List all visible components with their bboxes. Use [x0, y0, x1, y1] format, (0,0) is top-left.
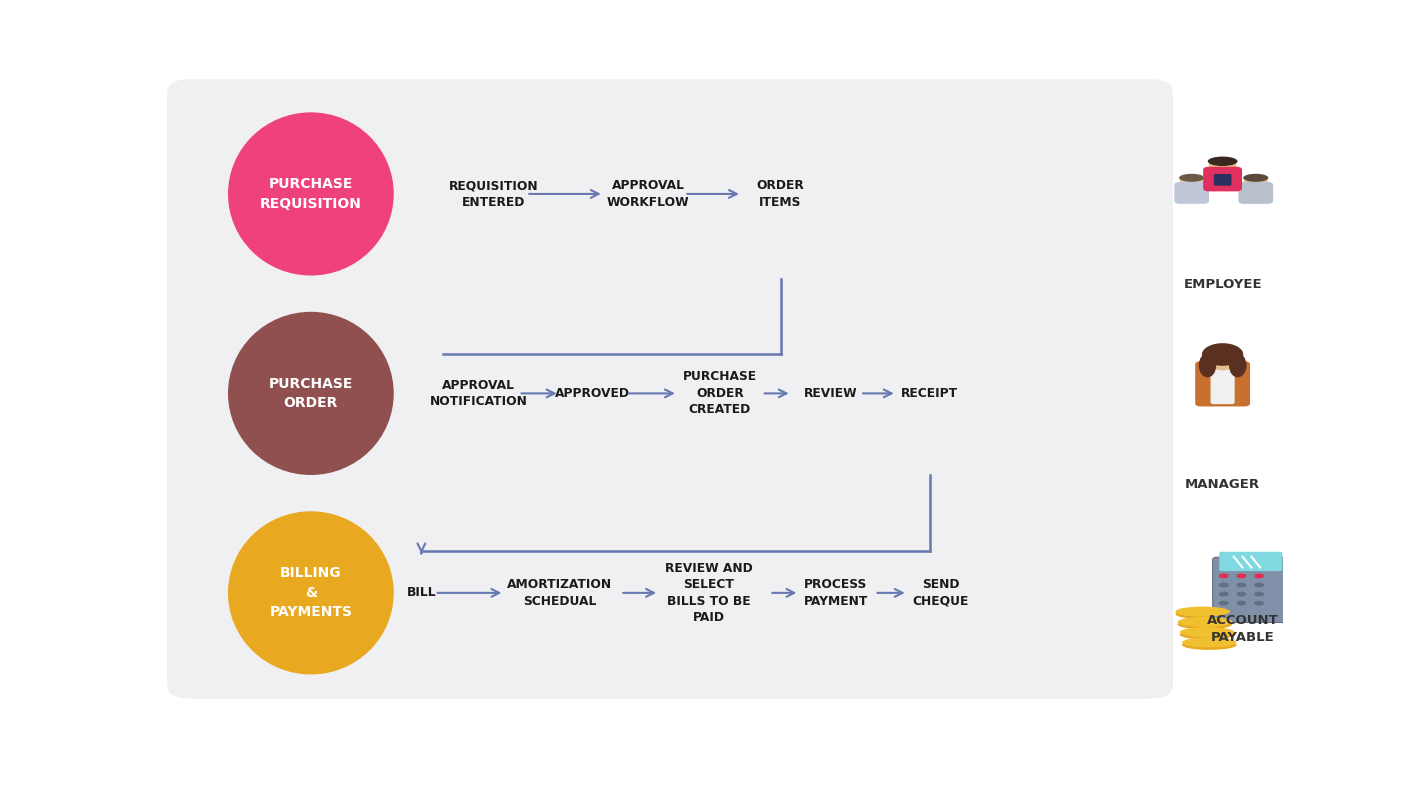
Text: ORDER
ITEMS: ORDER ITEMS: [757, 179, 804, 209]
Ellipse shape: [1243, 174, 1268, 188]
Text: APPROVAL
NOTIFICATION: APPROVAL NOTIFICATION: [429, 378, 528, 408]
Ellipse shape: [1182, 640, 1236, 650]
Ellipse shape: [1175, 609, 1231, 619]
FancyBboxPatch shape: [1214, 174, 1232, 186]
Ellipse shape: [1236, 582, 1246, 587]
Text: BILL: BILL: [406, 586, 436, 600]
FancyBboxPatch shape: [1195, 361, 1251, 407]
Ellipse shape: [1236, 592, 1246, 597]
Ellipse shape: [1219, 574, 1229, 579]
Ellipse shape: [1219, 601, 1229, 605]
Text: APPROVED: APPROVED: [555, 387, 630, 400]
Text: SEND
CHEQUE: SEND CHEQUE: [913, 578, 970, 608]
FancyBboxPatch shape: [167, 475, 1174, 699]
Ellipse shape: [1178, 619, 1232, 630]
Text: BILLING
&
PAYMENTS: BILLING & PAYMENTS: [270, 566, 352, 619]
Ellipse shape: [1219, 592, 1229, 597]
Text: PURCHASE
REQUISITION: PURCHASE REQUISITION: [260, 177, 362, 210]
Ellipse shape: [228, 312, 394, 475]
Text: PURCHASE
ORDER: PURCHASE ORDER: [268, 377, 354, 410]
Ellipse shape: [1206, 349, 1239, 371]
Ellipse shape: [1243, 173, 1268, 182]
Ellipse shape: [228, 511, 394, 674]
Ellipse shape: [1253, 582, 1263, 587]
Ellipse shape: [1179, 627, 1235, 637]
Text: ACCOUNT
PAYABLE: ACCOUNT PAYABLE: [1206, 614, 1278, 644]
Ellipse shape: [1182, 637, 1236, 648]
Ellipse shape: [1179, 173, 1205, 182]
FancyBboxPatch shape: [1219, 552, 1282, 571]
Ellipse shape: [1209, 158, 1236, 173]
Ellipse shape: [1208, 156, 1238, 166]
Text: REVIEW: REVIEW: [803, 387, 857, 400]
FancyBboxPatch shape: [1174, 182, 1209, 204]
Ellipse shape: [1179, 174, 1204, 188]
Ellipse shape: [1236, 601, 1246, 605]
Ellipse shape: [228, 112, 394, 276]
Ellipse shape: [1199, 353, 1216, 378]
Ellipse shape: [1253, 601, 1263, 605]
Text: EMPLOYEE: EMPLOYEE: [1184, 278, 1262, 291]
Ellipse shape: [1229, 353, 1246, 378]
Ellipse shape: [1179, 630, 1235, 640]
FancyBboxPatch shape: [1204, 166, 1242, 192]
FancyBboxPatch shape: [1238, 182, 1273, 204]
Ellipse shape: [1253, 574, 1263, 579]
Ellipse shape: [1202, 343, 1243, 366]
Text: MANAGER: MANAGER: [1185, 477, 1261, 491]
FancyBboxPatch shape: [167, 79, 1174, 303]
Text: PROCESS
PAYMENT: PROCESS PAYMENT: [804, 578, 868, 608]
Text: REQUISITION
ENTERED: REQUISITION ENTERED: [448, 179, 538, 209]
FancyBboxPatch shape: [1212, 557, 1291, 623]
Ellipse shape: [1236, 574, 1246, 579]
Text: RECEIPT: RECEIPT: [901, 387, 958, 400]
Text: REVIEW AND
SELECT
BILLS TO BE
PAID: REVIEW AND SELECT BILLS TO BE PAID: [665, 561, 753, 624]
FancyBboxPatch shape: [1211, 368, 1235, 404]
Ellipse shape: [1178, 617, 1232, 627]
FancyBboxPatch shape: [167, 276, 1174, 499]
Text: PURCHASE
ORDER
CREATED: PURCHASE ORDER CREATED: [683, 371, 757, 416]
Ellipse shape: [1175, 607, 1231, 617]
Ellipse shape: [1253, 592, 1263, 597]
Text: APPROVAL
WORKFLOW: APPROVAL WORKFLOW: [606, 179, 689, 209]
Ellipse shape: [1219, 582, 1229, 587]
Text: AMORTIZATION
SCHEDUAL: AMORTIZATION SCHEDUAL: [508, 578, 612, 608]
